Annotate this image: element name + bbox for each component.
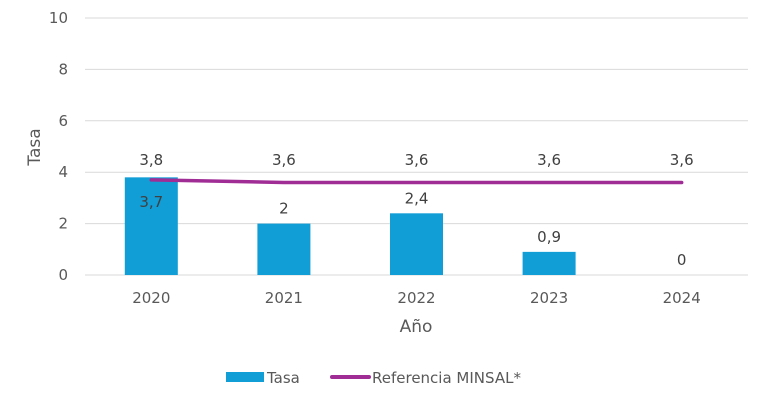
bar-data-label: 0,9 — [537, 228, 561, 246]
y-tick-label: 4 — [58, 163, 68, 181]
bar-data-label: 2 — [279, 200, 289, 218]
legend: Tasa Referencia MINSAL* — [226, 369, 521, 387]
y-axis-title: Tasa — [25, 128, 45, 166]
x-axis-title: Año — [400, 317, 433, 337]
line-series — [149, 178, 684, 185]
bar-series — [124, 177, 576, 275]
bar — [257, 223, 311, 275]
bar — [390, 213, 443, 275]
x-axis-ticks: 2020 2021 2022 2023 2024 — [132, 289, 701, 307]
bar-data-label: 0 — [677, 251, 687, 269]
x-tick-label: 2023 — [530, 289, 568, 307]
x-tick-label: 2024 — [663, 289, 701, 307]
line-data-label: 3,6 — [272, 151, 296, 169]
line-data-label: 3,6 — [405, 151, 429, 169]
bar-data-label: 2,4 — [405, 189, 429, 207]
bar — [124, 177, 178, 275]
y-tick-label: 6 — [58, 112, 68, 130]
line-referencia-minsal — [149, 178, 684, 185]
line-data-label: 3,7 — [139, 193, 163, 211]
legend-label-tasa: Tasa — [266, 369, 300, 387]
gridlines — [85, 17, 748, 276]
legend-label-referencia: Referencia MINSAL* — [372, 369, 521, 387]
legend-swatch-tasa — [226, 372, 264, 382]
x-tick-label: 2020 — [132, 289, 170, 307]
y-tick-label: 2 — [58, 215, 68, 233]
x-tick-label: 2022 — [397, 289, 435, 307]
bar — [522, 251, 576, 275]
data-labels: 3,7 3,6 3,6 3,6 3,6 3,8 2 2,4 0,9 0 — [139, 151, 693, 269]
line-data-label: 3,6 — [670, 151, 694, 169]
y-tick-label: 10 — [49, 9, 68, 27]
line-data-label: 3,6 — [537, 151, 561, 169]
bar-data-label: 3,8 — [139, 151, 163, 169]
y-tick-label: 8 — [58, 60, 68, 78]
y-tick-label: 0 — [58, 266, 68, 284]
x-tick-label: 2021 — [265, 289, 303, 307]
y-axis-ticks: 0 2 4 6 8 10 — [49, 9, 68, 284]
